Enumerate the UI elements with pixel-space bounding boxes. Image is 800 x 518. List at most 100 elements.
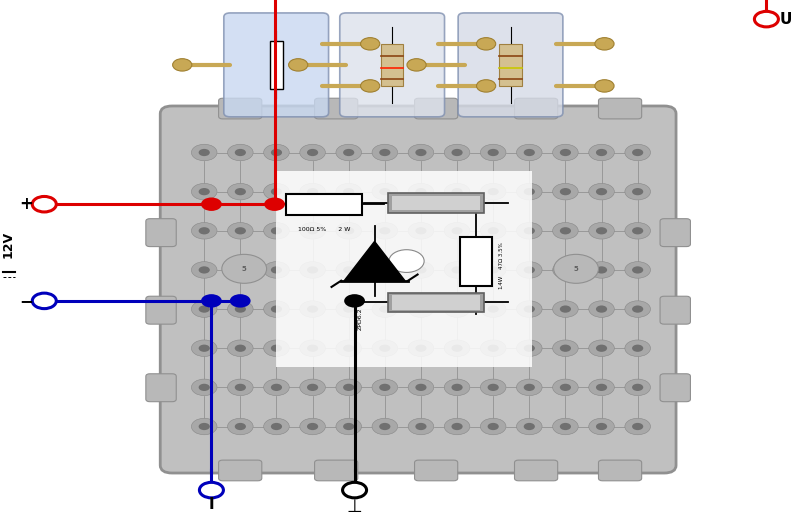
Circle shape xyxy=(524,344,535,352)
Circle shape xyxy=(227,418,253,435)
Circle shape xyxy=(289,59,308,71)
Circle shape xyxy=(553,262,578,278)
Circle shape xyxy=(553,223,578,239)
Circle shape xyxy=(191,379,217,396)
Circle shape xyxy=(191,223,217,239)
Circle shape xyxy=(234,423,246,430)
Circle shape xyxy=(199,482,223,498)
Circle shape xyxy=(589,183,614,200)
Circle shape xyxy=(408,340,434,356)
Circle shape xyxy=(632,188,643,195)
Bar xyxy=(499,44,522,86)
Circle shape xyxy=(625,262,650,278)
Circle shape xyxy=(487,266,498,274)
Circle shape xyxy=(415,306,426,313)
Circle shape xyxy=(198,384,210,391)
Circle shape xyxy=(191,183,217,200)
Circle shape xyxy=(372,223,398,239)
Circle shape xyxy=(560,384,571,391)
Circle shape xyxy=(372,262,398,278)
Circle shape xyxy=(198,188,210,195)
Circle shape xyxy=(415,344,426,352)
Circle shape xyxy=(595,38,614,50)
Circle shape xyxy=(300,340,326,356)
Circle shape xyxy=(379,344,390,352)
Circle shape xyxy=(477,80,496,92)
Circle shape xyxy=(480,301,506,318)
Bar xyxy=(388,293,484,312)
Text: 12V: 12V xyxy=(2,231,14,258)
Circle shape xyxy=(487,227,498,235)
Circle shape xyxy=(379,266,390,274)
Circle shape xyxy=(625,418,650,435)
Circle shape xyxy=(517,301,542,318)
Circle shape xyxy=(300,144,326,161)
Circle shape xyxy=(408,301,434,318)
Circle shape xyxy=(264,301,290,318)
Circle shape xyxy=(524,266,535,274)
Circle shape xyxy=(264,418,290,435)
Circle shape xyxy=(379,384,390,391)
FancyBboxPatch shape xyxy=(218,460,262,481)
Circle shape xyxy=(451,266,462,274)
Circle shape xyxy=(554,254,598,283)
Circle shape xyxy=(524,188,535,195)
Circle shape xyxy=(191,144,217,161)
Text: I: I xyxy=(209,497,214,512)
Text: +: + xyxy=(19,195,33,213)
Circle shape xyxy=(560,188,571,195)
Polygon shape xyxy=(344,241,405,281)
Circle shape xyxy=(560,227,571,235)
Circle shape xyxy=(227,183,253,200)
Circle shape xyxy=(451,384,462,391)
Circle shape xyxy=(300,379,326,396)
Circle shape xyxy=(271,266,282,274)
Circle shape xyxy=(553,418,578,435)
Circle shape xyxy=(415,227,426,235)
Circle shape xyxy=(234,227,246,235)
Circle shape xyxy=(336,418,362,435)
Circle shape xyxy=(415,384,426,391)
Circle shape xyxy=(336,262,362,278)
Circle shape xyxy=(264,223,290,239)
Circle shape xyxy=(444,340,470,356)
Circle shape xyxy=(336,340,362,356)
Circle shape xyxy=(379,188,390,195)
Circle shape xyxy=(596,384,607,391)
FancyBboxPatch shape xyxy=(414,98,458,119)
Circle shape xyxy=(379,423,390,430)
Circle shape xyxy=(596,306,607,313)
Circle shape xyxy=(271,423,282,430)
Circle shape xyxy=(343,227,354,235)
Circle shape xyxy=(480,379,506,396)
Circle shape xyxy=(201,197,222,211)
Circle shape xyxy=(32,293,56,309)
Circle shape xyxy=(361,38,380,50)
Circle shape xyxy=(477,38,496,50)
Circle shape xyxy=(524,227,535,235)
Circle shape xyxy=(589,301,614,318)
Circle shape xyxy=(234,266,246,274)
Bar xyxy=(392,196,480,210)
Circle shape xyxy=(451,227,462,235)
Circle shape xyxy=(408,418,434,435)
Circle shape xyxy=(444,262,470,278)
Circle shape xyxy=(632,306,643,313)
Text: U: U xyxy=(780,11,792,26)
Circle shape xyxy=(307,266,318,274)
Circle shape xyxy=(553,379,578,396)
Circle shape xyxy=(632,344,643,352)
Text: ⊥: ⊥ xyxy=(346,498,362,515)
Text: 5: 5 xyxy=(242,266,246,272)
FancyBboxPatch shape xyxy=(218,98,262,119)
Circle shape xyxy=(589,379,614,396)
FancyBboxPatch shape xyxy=(514,98,558,119)
Circle shape xyxy=(451,188,462,195)
Circle shape xyxy=(625,144,650,161)
Circle shape xyxy=(191,418,217,435)
Circle shape xyxy=(379,149,390,156)
Circle shape xyxy=(408,223,434,239)
Circle shape xyxy=(198,306,210,313)
Circle shape xyxy=(444,418,470,435)
Circle shape xyxy=(632,384,643,391)
